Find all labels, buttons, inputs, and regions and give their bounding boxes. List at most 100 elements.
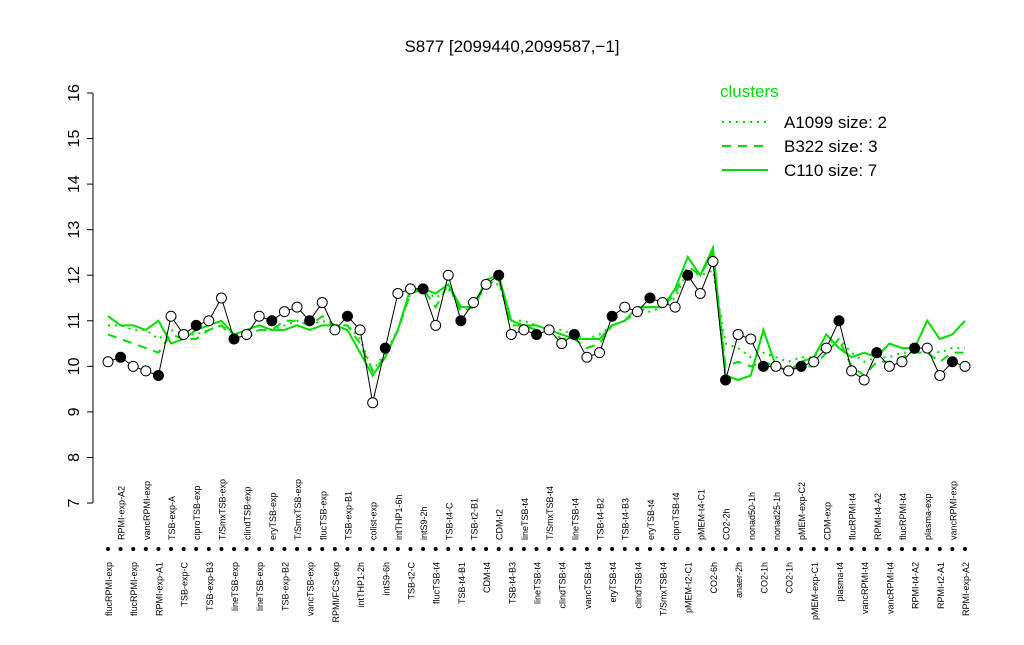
x-tick-label: vancTSB-t4 [583,562,593,609]
data-point [304,315,316,327]
legend-label: A1099 size: 2 [784,113,887,132]
x-tick-label: intS9-2h [419,506,429,540]
rug-point [446,547,451,551]
data-point [266,315,278,327]
x-tick-label: lineTSB-exp [230,562,240,611]
data-point [594,347,606,359]
data-point [946,356,958,368]
data-point [316,297,328,309]
data-point [581,351,593,363]
data-point [657,297,669,309]
data-point [745,333,757,345]
rug-point [269,547,274,551]
data-point [619,301,631,313]
x-tick-label: CDM-t2 [495,509,505,540]
data-point [883,360,895,372]
x-tick-label: nonad50-1h [747,492,757,540]
rug-point [509,547,514,551]
data-point [341,310,353,322]
legend-label: B322 size: 3 [784,137,878,156]
rug-point [937,547,942,551]
data-point [720,374,732,386]
data-point [127,360,139,372]
x-tick-label: TSB-exp-B1 [343,491,353,540]
x-tick-label: pMEM-exp-C2 [797,482,807,540]
data-point [291,301,303,313]
data-point [480,278,492,290]
data-point [783,365,795,377]
x-tick-label: TSB-exp-A [167,496,177,540]
x-tick-label: ciproTSB-t4 [671,492,681,540]
x-tick-label: flucTSB-exp [318,491,328,540]
x-tick-label: vancRPMI-exp [142,481,152,540]
data-point [253,310,265,322]
x-tick-label: plasma-t4 [835,562,845,602]
legend-label: C110 size: 7 [784,161,877,180]
rug-point [521,547,526,551]
rug-point [181,547,186,551]
data-point [329,324,341,336]
data-point [152,369,164,381]
rug-point [257,547,262,551]
x-tick-label: nonad25-1h [772,492,782,540]
rug-point [106,547,110,551]
x-tick-label: RPMI-t4-A2 [873,493,883,540]
x-tick-label: anaer-2h [734,562,744,598]
data-point [531,328,542,340]
data-point [203,315,215,327]
data-point [354,324,366,336]
rug-point [899,547,904,551]
x-tick-label: TSB-t4-B2 [596,498,606,540]
data-point [379,342,391,354]
data-point [934,369,946,381]
rug-point [320,547,325,551]
x-tick-label: pMEM-t4-C1 [696,489,706,540]
y-tick-label: 8 [66,453,83,462]
data-point [568,328,580,340]
x-tick-label: TSB-t2-C [406,562,416,600]
x-tick-label: RPMI-t4-A2 [911,562,921,609]
data-point [606,310,618,322]
data-point [215,292,227,304]
x-tick-label: T/SmxTSB-exp [217,479,227,540]
rug-point [307,547,312,551]
x-tick-label: RPMI-exp-A2 [961,562,971,616]
data-point [241,328,253,340]
x-tick-label: TSB-t4-B3 [621,498,631,540]
y-tick-label: 9 [66,407,83,416]
rug-point [232,547,237,551]
x-tick-label: intS9-6h [381,562,391,596]
data-point [921,342,933,354]
x-tick-label: CDM-exp [822,502,832,540]
rug-point [131,547,136,551]
rug-point [534,547,539,551]
x-tick-label: intTHP1-2h [356,562,366,608]
rug-point [710,547,715,551]
data-point [102,356,114,368]
x-tick-label: clindTSB-exp [243,486,253,540]
x-tick-label: clindTSB-t4 [633,562,643,609]
x-tick-label: RPMI-t2-A1 [936,562,946,609]
y-tick-label: 15 [66,130,83,148]
chart-title: S877 [2099440,2099587,−1] [404,37,619,56]
rug-point [244,547,249,551]
rug-point [874,547,879,551]
data-point [543,324,555,336]
x-tick-label: RPMI-exp-A2 [117,486,127,540]
rug-point [206,547,211,551]
rug-point [484,547,489,551]
rug-point [547,547,552,551]
x-tick-label: TSB-t4-B1 [457,562,467,604]
data-point [404,283,416,295]
x-tick-label: intTHP1-6h [394,494,404,540]
x-tick-label: TSB-t2-B1 [469,498,479,540]
x-tick-label: TSB-exp-C [180,562,190,607]
rug-point [194,547,199,551]
data-point [556,338,568,350]
legend-title: clusters [720,82,779,101]
data-point [278,306,290,318]
rug-point [635,547,640,551]
rug-point [408,547,413,551]
x-tick-label: vancTSB-exp [306,562,316,616]
